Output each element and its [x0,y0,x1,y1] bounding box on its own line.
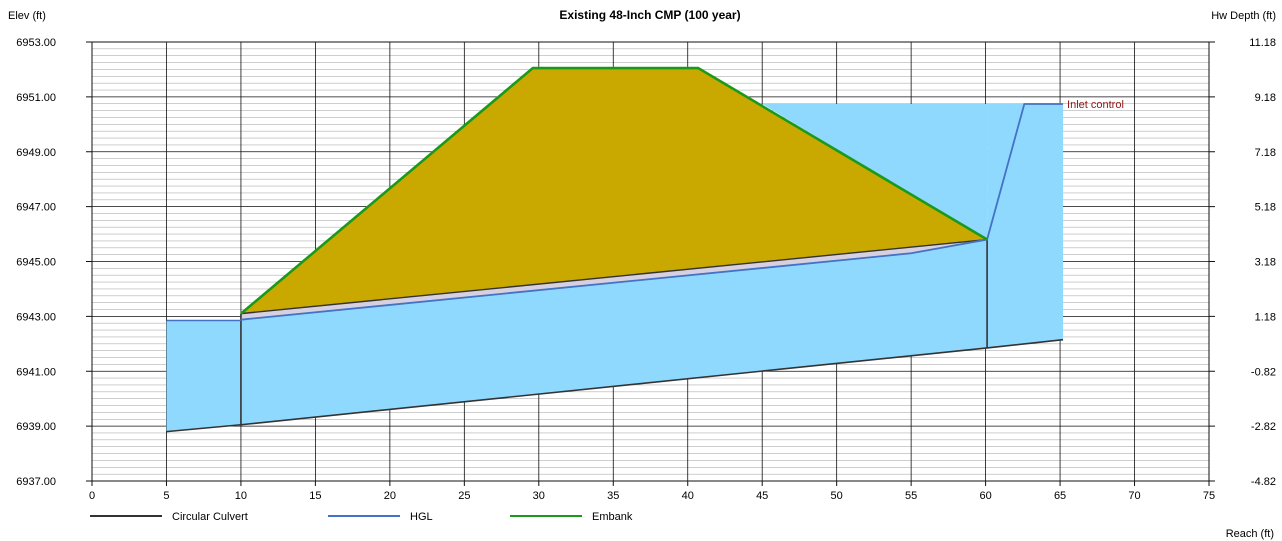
axes: 6937.00 -4.82 6939.00 -2.82 6941.00 -0.82 6943… [16,37,1276,502]
x-tick-label: 50 [831,490,843,502]
embank-line [240,66,988,315]
y-axis-label: Elev (ft) [8,10,46,22]
y-tick-label: 6943.00 [16,311,56,323]
y2-tick-label: 3.18 [1255,257,1276,269]
x-tick-label: 35 [607,490,619,502]
y2-tick-label: -4.82 [1251,476,1276,488]
x-tick-label: 15 [309,490,321,502]
y-tick-label: 6939.00 [16,421,56,433]
x-tick-label: 60 [979,490,991,502]
x-tick-label: 55 [905,490,917,502]
series-lines [166,66,1064,433]
y-tick-label: 6951.00 [16,92,56,104]
y2-tick-label: -0.82 [1251,366,1276,378]
x-tick-label: 25 [458,490,470,502]
y2-tick-label: 7.18 [1255,147,1276,159]
y2-axis-label: Hw Depth (ft) [1211,10,1276,22]
inlet-control-annotation: Inlet control [1067,99,1124,111]
x-axis-label: Reach (ft) [1226,528,1274,540]
headwater-pool [762,104,988,240]
legend-label: HGL [410,511,433,523]
culvert-crown-line [240,238,988,315]
x-tick-label: 70 [1128,490,1140,502]
y2-tick-label: 9.18 [1255,92,1276,104]
culvert-invert-line [166,338,1064,433]
legend-label: Circular Culvert [172,511,248,523]
water-area [166,104,1064,432]
y-tick-label: 6947.00 [16,202,56,214]
y-tick-label: 6941.00 [16,366,56,378]
y-tick-label: 6953.00 [16,37,56,49]
x-tick-label: 40 [682,490,694,502]
legend-label: Embank [592,511,633,523]
x-tick-label: 30 [533,490,545,502]
y2-tick-label: 11.18 [1249,37,1276,49]
x-tick-label: 20 [384,490,396,502]
y2-tick-label: 1.18 [1255,311,1276,323]
y-tick-label: 6937.00 [16,476,56,488]
y-tick-label: 6945.00 [16,257,56,269]
y-tick-label: 6949.00 [16,147,56,159]
chart-title: Existing 48-Inch CMP (100 year) [559,8,740,22]
x-tick-label: 0 [89,490,95,502]
x-tick-label: 10 [235,490,247,502]
legend: Circular Culvert HGL Embank [90,511,633,523]
x-tick-label: 5 [163,490,169,502]
pipe-air-gap [240,239,988,320]
x-tick-label: 65 [1054,490,1066,502]
x-tick-label: 45 [756,490,768,502]
x-tick-label: 75 [1203,490,1215,502]
y2-tick-label: 5.18 [1255,202,1276,214]
y2-tick-label: -2.82 [1251,421,1276,433]
